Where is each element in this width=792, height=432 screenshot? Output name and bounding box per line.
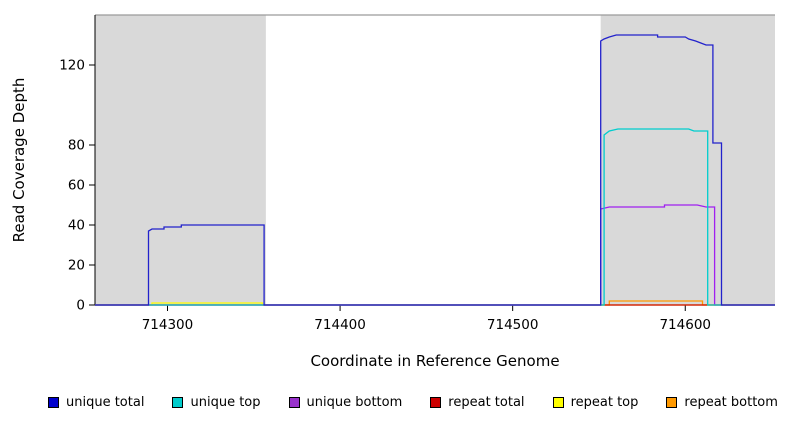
y-tick-label: 0 [76,298,85,314]
legend-swatch [288,397,300,408]
legend-item-repeat-top: repeat top [552,395,639,410]
legend-item-repeat-bottom: repeat bottom [666,395,778,410]
y-tick-label: 60 [68,178,85,194]
legend-label: unique total [66,395,145,410]
series-line-unique-top [95,128,775,306]
legend-item-repeat-total: repeat total [430,395,525,410]
legend-label: unique top [190,395,261,410]
legend-swatch [172,397,184,408]
y-axis-label: Read Coverage Depth [10,78,28,243]
coverage-chart: 714300 714400 714500 714600 0 20 40 60 80 120 Coo… [10,14,775,370]
series-line-unique-total [95,34,775,306]
shaded-region [95,15,266,305]
legend-label: repeat bottom [684,395,778,410]
legend-swatch [666,397,678,408]
y-tick-label: 20 [68,258,85,274]
legend-swatch [48,397,59,408]
plot-area: 714300 714400 714500 714600 0 20 40 60 80 120 [59,14,775,333]
shaded-region [600,15,775,305]
x-tick-label: 714500 [487,317,539,333]
legend-label: repeat top [570,395,639,410]
legend-swatch [552,397,564,408]
legend-item-unique-top: unique top [172,395,261,410]
legend-label: repeat total [448,395,525,410]
y-tick-label: 40 [68,218,85,234]
x-tick-label: 714300 [142,317,194,333]
y-tick-label: 80 [68,138,85,154]
legend-swatch [430,397,442,408]
chart-legend: unique total unique top unique bottom repea… [0,385,792,410]
coverage-plot-figure: 714300 714400 714500 714600 0 20 40 60 80 120 Coo… [0,14,792,410]
x-axis-label: Coordinate in Reference Genome [310,352,559,370]
legend-item-unique-total: unique total [48,395,144,410]
legend-label: unique bottom [306,395,403,410]
x-tick-label: 714400 [314,317,366,333]
x-tick-label: 714600 [659,317,711,333]
legend-item-unique-bottom: unique bottom [288,395,403,410]
y-tick-label: 120 [59,58,85,74]
